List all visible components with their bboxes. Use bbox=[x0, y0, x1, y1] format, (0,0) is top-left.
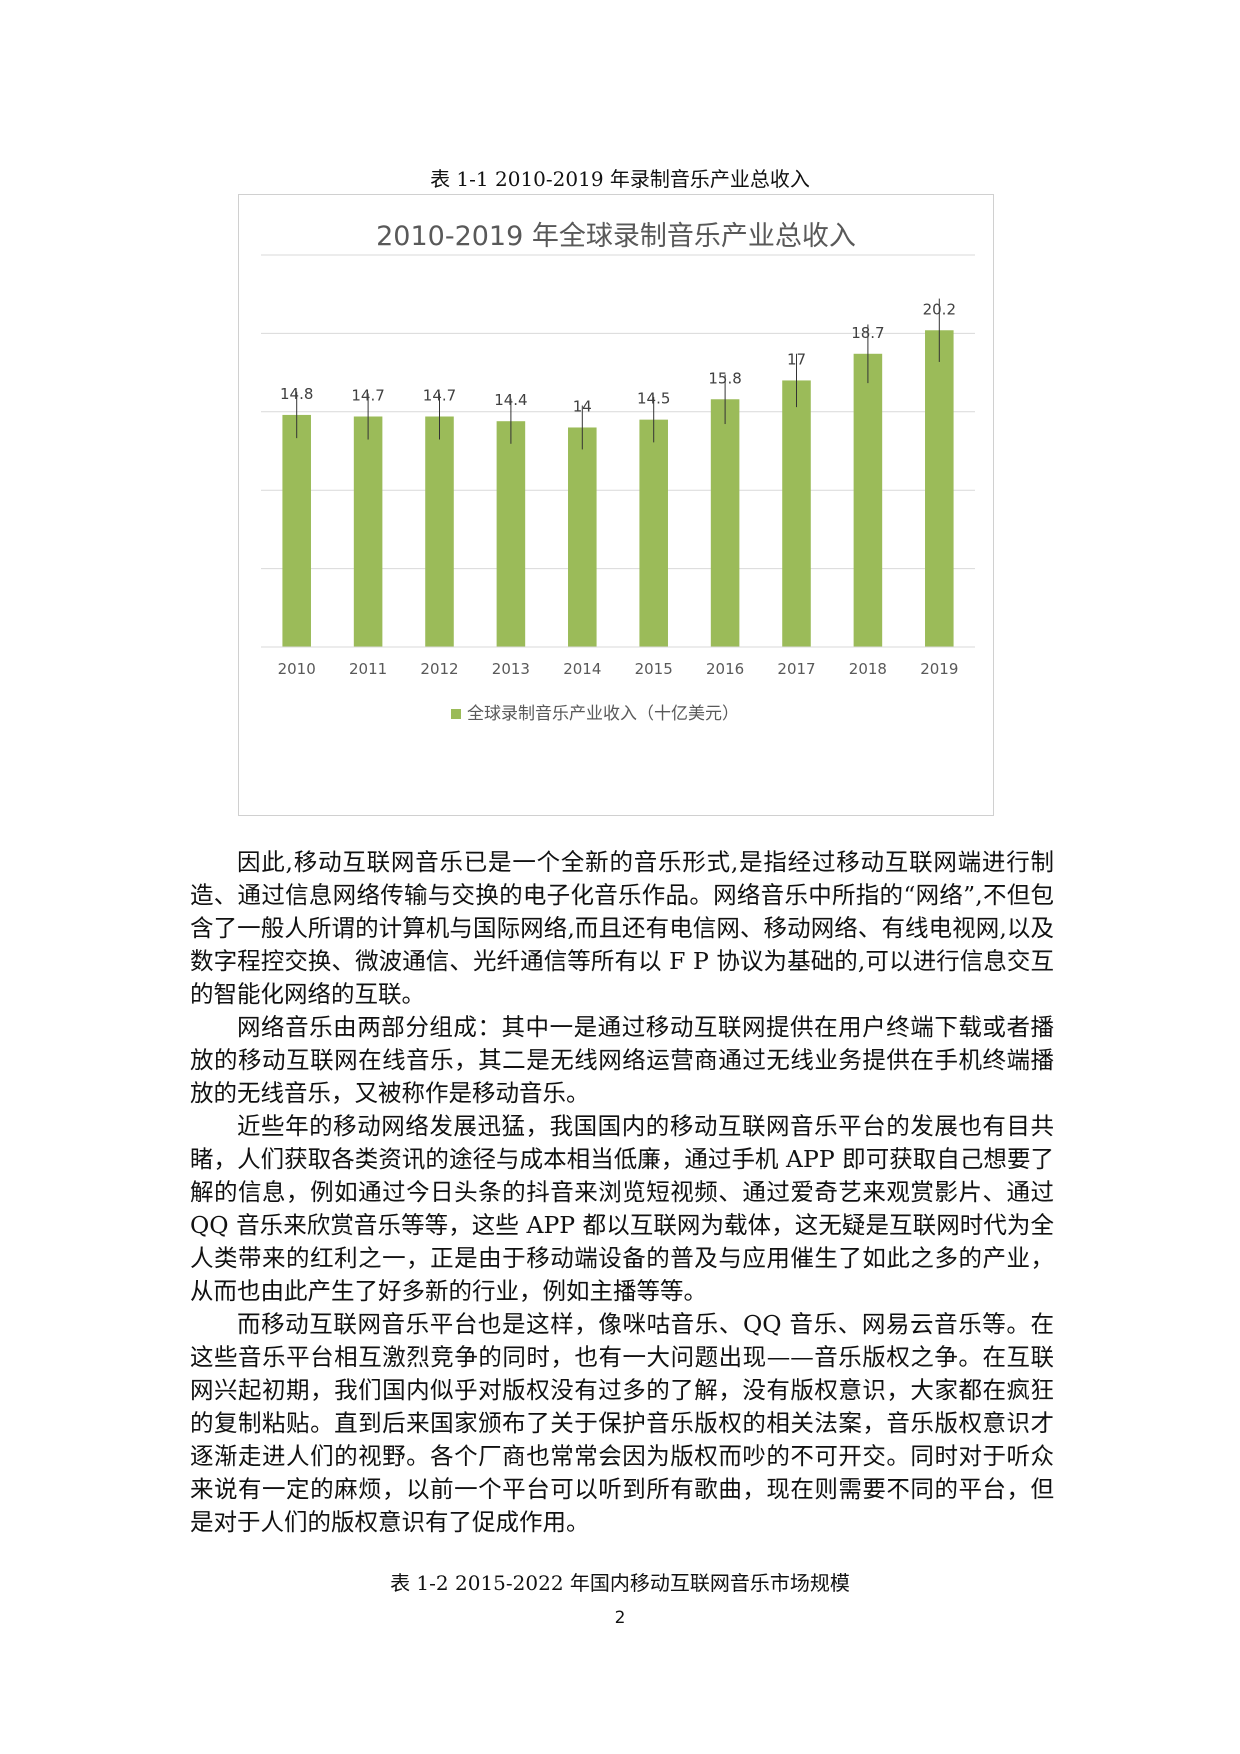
bar-chart-frame: 2010-2019 年全球录制音乐产业总收入 14.8 14.7 14.7 14.4 1… bbox=[238, 194, 994, 816]
data-label: 15.8 bbox=[708, 369, 741, 387]
bars bbox=[282, 298, 954, 647]
x-axis: 2010 2011 2012 2013 2014 2015 2016 2017 2018 2019 bbox=[261, 646, 975, 678]
paragraph: 网络音乐由两部分组成：其中一是通过移动互联网提供在用户终端下载或者播放的移动互联… bbox=[190, 1013, 1054, 1107]
page-number: 2 bbox=[614, 1608, 626, 1628]
data-label: 14.7 bbox=[423, 387, 456, 405]
paragraph: 因此,移动互联网音乐已是一个全新的音乐形式,是指经过移动互联网端进行制造、通过信… bbox=[190, 848, 1054, 1008]
bar bbox=[425, 416, 454, 647]
x-tick-label: 2011 bbox=[349, 660, 387, 678]
legend-swatch bbox=[451, 709, 461, 719]
data-label: 17 bbox=[787, 350, 806, 368]
bar bbox=[782, 380, 811, 647]
bar bbox=[853, 353, 883, 647]
body-text: 因此,移动互联网音乐已是一个全新的音乐形式,是指经过移动互联网端进行制造、通过信… bbox=[190, 846, 1054, 1539]
x-tick-label: 2018 bbox=[849, 660, 887, 678]
legend: 全球录制音乐产业收入（十亿美元） bbox=[451, 704, 739, 724]
chart-title: 2010-2019 年全球录制音乐产业总收入 bbox=[376, 221, 856, 252]
bar bbox=[925, 330, 954, 647]
legend-label: 全球录制音乐产业收入（十亿美元） bbox=[467, 704, 739, 724]
paragraph: 近些年的移动网络发展迅猛，我国国内的移动互联网音乐平台的发展也有目共睹，人们获取… bbox=[190, 1112, 1054, 1305]
x-tick-label: 2013 bbox=[492, 660, 530, 678]
figure-caption: 表 1-1 2010-2019 年录制音乐产业总收入 bbox=[430, 167, 810, 191]
data-label: 20.2 bbox=[923, 300, 956, 318]
x-tick-label: 2019 bbox=[920, 660, 958, 678]
x-tick-label: 2015 bbox=[635, 660, 673, 678]
figure-caption-2: 表 1-2 2015-2022 年国内移动互联网音乐市场规模 bbox=[390, 1571, 850, 1595]
bar bbox=[710, 399, 740, 647]
bar bbox=[568, 427, 597, 647]
data-label: 14.5 bbox=[637, 390, 670, 408]
x-tick-label: 2014 bbox=[563, 660, 601, 678]
bar bbox=[496, 421, 526, 647]
x-tick-label: 2012 bbox=[420, 660, 458, 678]
bar bbox=[282, 414, 311, 647]
paragraph: 而移动互联网音乐平台也是这样，像咪咕音乐、QQ 音乐、网易云音乐等。在这些音乐平… bbox=[190, 1310, 1054, 1536]
x-tick-label: 2010 bbox=[278, 660, 316, 678]
x-tick-label: 2017 bbox=[777, 660, 815, 678]
data-label: 14.7 bbox=[351, 387, 384, 405]
data-label: 14.8 bbox=[280, 385, 313, 403]
bar-chart: 2010-2019 年全球录制音乐产业总收入 14.8 14.7 14.7 14.4 1… bbox=[261, 221, 975, 724]
bar bbox=[639, 419, 668, 647]
data-label: 14 bbox=[573, 397, 592, 415]
bar bbox=[353, 416, 383, 647]
data-label: 18.7 bbox=[851, 324, 884, 342]
data-labels: 14.8 14.7 14.7 14.4 14 14.5 15.8 17 18.7 20.2 bbox=[280, 300, 956, 415]
x-tick-label: 2016 bbox=[706, 660, 744, 678]
data-label: 14.4 bbox=[494, 391, 527, 409]
